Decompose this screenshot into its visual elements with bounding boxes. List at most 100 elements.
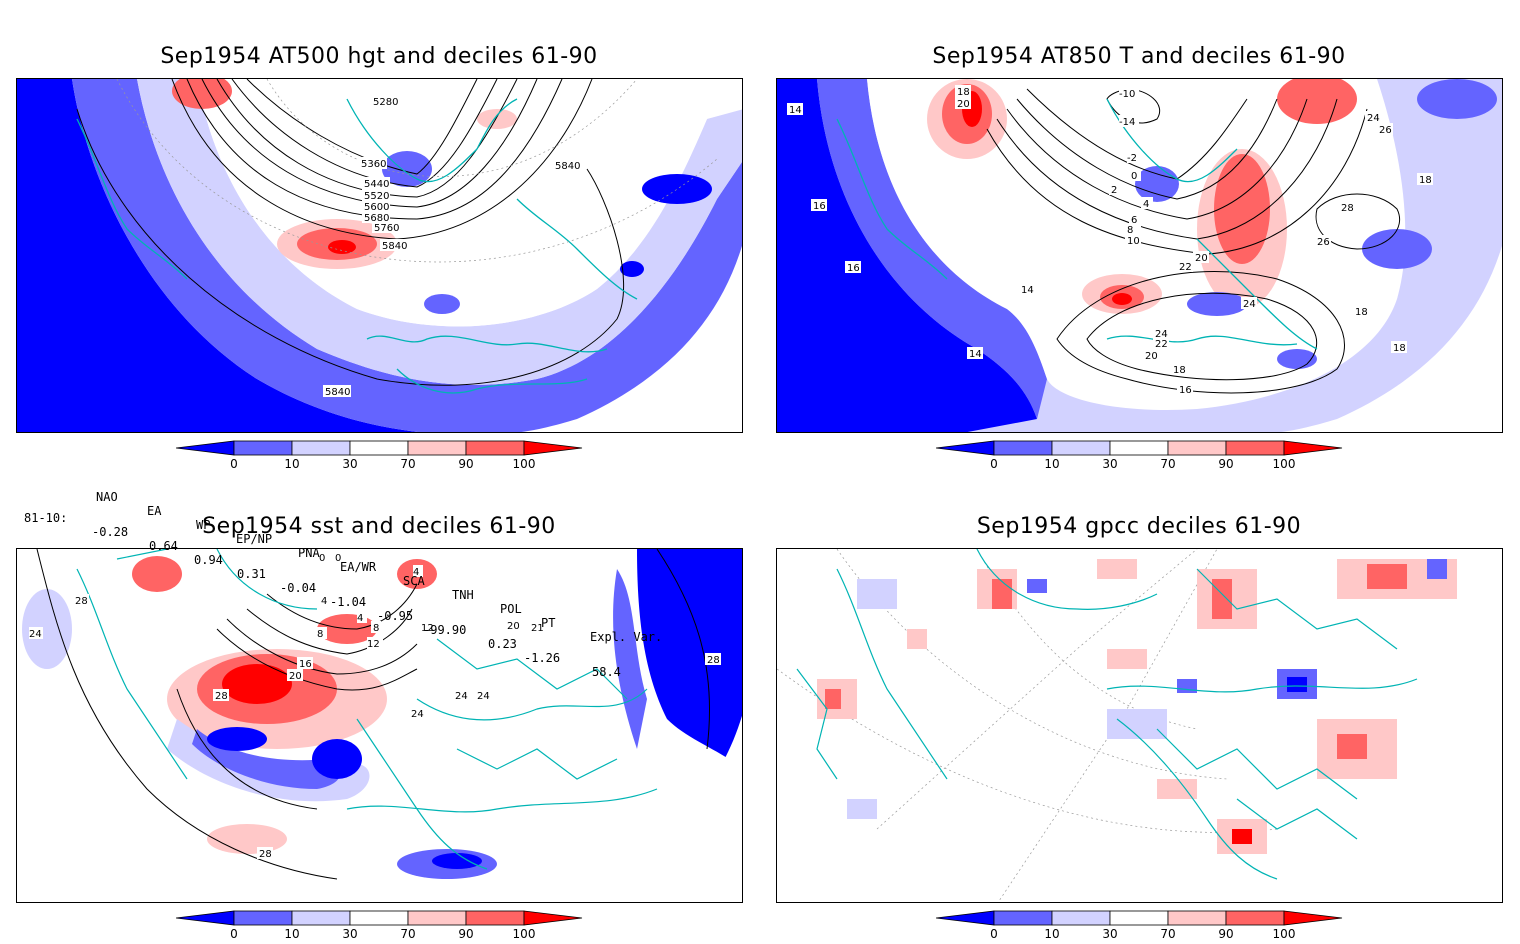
contour-label: 4: [321, 596, 327, 607]
colorbar-segment-50: [349, 910, 409, 926]
contour-label: 16: [847, 263, 860, 274]
map-gpcc: [776, 548, 1503, 903]
colorbar-segment-100: [523, 910, 583, 926]
colorbar-tick-label: 10: [1044, 457, 1059, 470]
colorbar-tick-label: 90: [1218, 457, 1233, 470]
colorbar-segment-0: [175, 910, 235, 926]
contour-label: 6: [1131, 215, 1137, 226]
index-value-pt: -1.26: [524, 651, 561, 665]
colorbar-svg: 0 10 30 70 90 100: [175, 440, 583, 471]
contour-label: 4: [1143, 199, 1149, 210]
contour-label: 4: [413, 567, 419, 578]
colorbar-tick-label: 100: [1273, 927, 1296, 940]
colorbar-segment-10: [233, 440, 293, 456]
colorbar-segment-70: [407, 910, 467, 926]
contour-label: 20: [1195, 253, 1208, 264]
panel-title-sst: Sep1954 sst and deciles 61-90: [202, 514, 556, 539]
contour-label: 4: [357, 613, 363, 624]
colorbar-tick-label: 70: [400, 457, 415, 470]
colorbar-segment-30: [291, 440, 351, 456]
colorbar-segment-0: [935, 910, 995, 926]
contour-label: 16: [1179, 385, 1192, 396]
contour-label: 28: [707, 655, 720, 666]
colorbar-tick-label: 30: [342, 457, 357, 470]
indices-value-row: 81-10: -0.28 0.64 0.94 0.31 -0.04 -1.04 …: [0, 497, 740, 679]
contour-label: 20: [1145, 351, 1158, 362]
colorbar-tick-label: 30: [1102, 457, 1117, 470]
contour-label: -10: [1119, 89, 1135, 100]
colorbar-segment-70: [1167, 910, 1227, 926]
contour-label: 18: [1355, 307, 1368, 318]
contour-label: 20: [507, 621, 520, 632]
contour-label: 10: [1127, 236, 1140, 247]
colorbar-tick-label: 10: [1044, 927, 1059, 940]
colorbar-tick-label: 100: [513, 457, 536, 470]
index-value-epnp: 0.31: [237, 567, 266, 581]
contour-label: 2: [1111, 185, 1117, 196]
contour-label: 26: [1317, 237, 1330, 248]
contour-label: 20: [957, 99, 970, 110]
contour-label: 18: [957, 87, 970, 98]
map-at500-hgt: 5280 5360 5440 5520 5600 5680 5760 5840 …: [16, 78, 743, 433]
contour-label: 18: [1173, 365, 1186, 376]
contour-label: 22: [1155, 339, 1168, 350]
map-sst-svg: 28 24 0 0 4 4 4 8 8 12 12 16 20 24 24 24…: [17, 549, 742, 902]
contour-label: 8: [1127, 225, 1133, 236]
colorbar-segment-10: [233, 910, 293, 926]
contour-label: 18: [1393, 343, 1406, 354]
contour-label: 18: [1419, 175, 1432, 186]
contour-label: 28: [259, 849, 272, 860]
colorbar-sst: 0 10 30 70 90 100: [175, 910, 586, 941]
contour-label: 24: [1367, 113, 1380, 124]
index-value-eawr: -1.04: [330, 595, 367, 609]
colorbar-segment-100: [523, 440, 583, 456]
contour-label: 5440: [364, 179, 389, 190]
map-at500-svg: 5280 5360 5440 5520 5600 5680 5760 5840 …: [17, 79, 742, 432]
contour-label: 12: [421, 623, 434, 634]
contour-label: 5840: [555, 161, 580, 172]
index-header-nao: NAO: [96, 490, 118, 504]
panel-title-at500: Sep1954 AT500 hgt and deciles 61-90: [160, 44, 598, 69]
colorbar-tick-label: 0: [230, 927, 238, 940]
contour-label: 5360: [361, 159, 386, 170]
colorbar-segment-90: [1225, 910, 1285, 926]
colorbar-tick-label: 70: [400, 927, 415, 940]
index-value-pol: 0.23: [488, 637, 517, 651]
contour-label: 24: [411, 709, 424, 720]
colorbar-segment-10: [993, 910, 1053, 926]
colorbar-tick-label: 10: [284, 927, 299, 940]
colorbar-tick-label: 0: [990, 927, 998, 940]
contour-label: 12: [367, 639, 380, 650]
colorbar-at850: 0 10 30 70 90 100: [935, 440, 1346, 471]
colorbar-tick-label: 90: [458, 457, 473, 470]
colorbar-segment-30: [291, 910, 351, 926]
contour-label: 8: [373, 623, 379, 634]
colorbar-tick-label: 90: [1218, 927, 1233, 940]
colorbar-segment-70: [1167, 440, 1227, 456]
colorbar-gpcc: 0 10 30 70 90 100: [935, 910, 1346, 941]
colorbar-segment-10: [993, 440, 1053, 456]
contour-label: 20: [289, 671, 302, 682]
colorbar-tick-label: 70: [1160, 457, 1175, 470]
colorbar-segment-90: [1225, 440, 1285, 456]
colorbar-svg: 0 10 30 70 90 100: [935, 910, 1343, 941]
colorbar-segment-0: [175, 440, 235, 456]
colorbar-segment-50: [1109, 440, 1169, 456]
index-header-pna: PNA: [298, 546, 320, 560]
colorbar-segment-70: [407, 440, 467, 456]
map-at850-temp: 14 18 20 -10 -14 -2 0 2 4 6 8 10 20 22 2…: [776, 78, 1503, 433]
colorbar-tick-label: 0: [230, 457, 238, 470]
contour-label: 16: [299, 659, 312, 670]
map-sst: 28 24 0 0 4 4 4 8 8 12 12 16 20 24 24 24…: [16, 548, 743, 903]
colorbar-tick-label: 10: [284, 457, 299, 470]
contour-label: 24: [477, 691, 490, 702]
index-header-sca: SCA: [403, 574, 425, 588]
colorbar-svg: 0 10 30 70 90 100: [175, 910, 583, 941]
index-header-pt: PT: [541, 616, 556, 630]
contour-label: -14: [1119, 117, 1135, 128]
index-value-ea: 0.64: [149, 539, 178, 553]
contour-label: 28: [1341, 203, 1354, 214]
index-header-pol: POL: [500, 602, 522, 616]
index-value-expl-var: 58.4: [592, 665, 621, 679]
index-value-pna: -0.04: [280, 581, 317, 595]
